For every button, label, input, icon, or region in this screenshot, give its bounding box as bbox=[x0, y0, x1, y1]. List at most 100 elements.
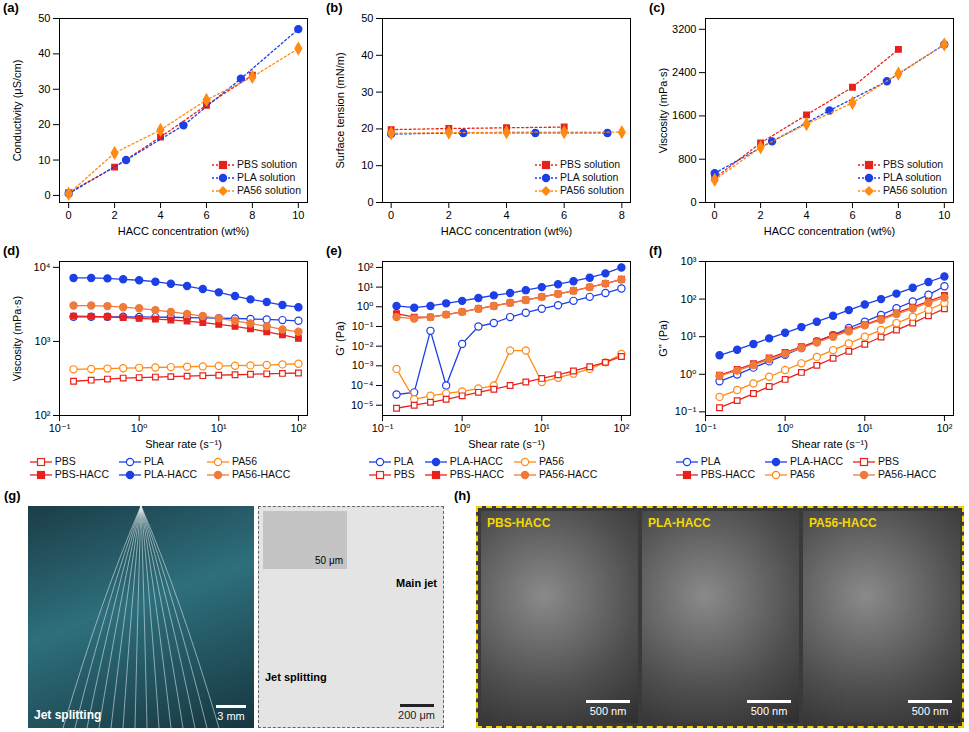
svg-text:6: 6 bbox=[561, 209, 567, 221]
svg-text:10: 10 bbox=[938, 209, 950, 221]
svg-text:2: 2 bbox=[446, 209, 452, 221]
svg-text:50: 50 bbox=[38, 12, 50, 24]
svg-text:10: 10 bbox=[292, 209, 304, 221]
svg-text:10⁰: 10⁰ bbox=[357, 300, 374, 312]
svg-text:10⁰: 10⁰ bbox=[777, 422, 794, 434]
svg-text:30: 30 bbox=[38, 83, 50, 95]
svg-text:10⁻²: 10⁻² bbox=[352, 340, 374, 352]
svg-text:10⁻¹: 10⁻¹ bbox=[49, 422, 71, 434]
html-text:PBS solution: PBS solution bbox=[237, 158, 298, 170]
svg-text:2: 2 bbox=[112, 209, 118, 221]
svg-text:50: 50 bbox=[361, 12, 373, 24]
svg-text:10¹: 10¹ bbox=[534, 422, 550, 434]
svg-text:HACC concentration (wt%): HACC concentration (wt%) bbox=[441, 225, 572, 237]
svg-text:0: 0 bbox=[388, 209, 394, 221]
html-text:PLA solution: PLA solution bbox=[237, 171, 296, 183]
svg-text:10⁻³: 10⁻³ bbox=[352, 359, 374, 371]
svg-text:10⁻⁴: 10⁻⁴ bbox=[351, 379, 374, 391]
html-text:PLA: PLA bbox=[144, 455, 164, 467]
svg-text:0: 0 bbox=[690, 196, 696, 208]
html-text:PBS-HACC: PBS-HACC bbox=[487, 516, 551, 530]
svg-text:Viscosity (mPa·s): Viscosity (mPa·s) bbox=[11, 296, 23, 381]
svg-text:10⁻¹: 10⁻¹ bbox=[695, 422, 717, 434]
svg-text:0: 0 bbox=[66, 209, 72, 221]
svg-text:10³: 10³ bbox=[35, 335, 51, 347]
svg-text:4: 4 bbox=[803, 209, 809, 221]
html-text:PA56: PA56 bbox=[232, 455, 257, 467]
html-text:PLA-HACC: PLA-HACC bbox=[144, 468, 198, 480]
svg-text:800: 800 bbox=[678, 153, 696, 165]
html-text:PLA-HACC: PLA-HACC bbox=[648, 516, 711, 530]
svg-text:30: 30 bbox=[361, 86, 373, 98]
html-text:(g): (g) bbox=[4, 488, 21, 503]
html-text:PA56 solution: PA56 solution bbox=[883, 184, 947, 196]
svg-text:10⁰: 10⁰ bbox=[680, 368, 697, 380]
svg-text:6: 6 bbox=[203, 209, 209, 221]
svg-text:Shear rate (s⁻¹): Shear rate (s⁻¹) bbox=[468, 438, 545, 450]
svg-text:0: 0 bbox=[44, 189, 50, 201]
html-text:(d): (d) bbox=[3, 243, 20, 258]
svg-text:10⁻⁵: 10⁻⁵ bbox=[351, 399, 374, 411]
html-text:PA56 solution: PA56 solution bbox=[560, 184, 624, 196]
svg-text:10²: 10² bbox=[290, 422, 306, 434]
svg-text:Viscosity (mPa·s): Viscosity (mPa·s) bbox=[657, 68, 669, 153]
svg-text:10⁰: 10⁰ bbox=[131, 422, 148, 434]
svg-text:10¹: 10¹ bbox=[857, 422, 873, 434]
svg-text:10²: 10² bbox=[35, 409, 51, 421]
html-text:PLA solution: PLA solution bbox=[560, 171, 619, 183]
svg-text:20: 20 bbox=[38, 118, 50, 130]
svg-text:8: 8 bbox=[895, 209, 901, 221]
html-text:(e): (e) bbox=[326, 243, 342, 258]
svg-text:10⁻¹: 10⁻¹ bbox=[352, 320, 374, 332]
html-text:Jet splitting: Jet splitting bbox=[34, 708, 102, 722]
html-text:PLA solution: PLA solution bbox=[883, 171, 942, 183]
html-text:PBS solution: PBS solution bbox=[560, 158, 621, 170]
svg-text:40: 40 bbox=[361, 49, 373, 61]
svg-text:HACC concentration (wt%): HACC concentration (wt%) bbox=[118, 225, 249, 237]
svg-text:10⁻¹: 10⁻¹ bbox=[675, 405, 697, 417]
svg-text:8: 8 bbox=[249, 209, 255, 221]
html-text:PA56 solution: PA56 solution bbox=[237, 184, 301, 196]
svg-text:4: 4 bbox=[503, 209, 509, 221]
svg-text:0: 0 bbox=[712, 209, 718, 221]
svg-text:2400: 2400 bbox=[672, 66, 696, 78]
svg-text:10: 10 bbox=[361, 159, 373, 171]
svg-text:8: 8 bbox=[619, 209, 625, 221]
svg-text:40: 40 bbox=[38, 47, 50, 59]
svg-text:0: 0 bbox=[367, 196, 373, 208]
html-text:(a): (a) bbox=[3, 0, 19, 15]
svg-text:2: 2 bbox=[758, 209, 764, 221]
svg-text:G' (Pa): G' (Pa) bbox=[334, 321, 346, 356]
svg-text:10⁴: 10⁴ bbox=[34, 261, 51, 273]
html-text:(b): (b) bbox=[326, 0, 343, 15]
svg-text:10²: 10² bbox=[613, 422, 629, 434]
html-text:PA56-HACC: PA56-HACC bbox=[809, 516, 877, 530]
svg-text:20: 20 bbox=[361, 122, 373, 134]
html-text:PBS: PBS bbox=[54, 455, 76, 467]
svg-text:10³: 10³ bbox=[681, 255, 697, 267]
svg-text:10²: 10² bbox=[936, 422, 952, 434]
svg-text:6: 6 bbox=[849, 209, 855, 221]
svg-text:10¹: 10¹ bbox=[211, 422, 227, 434]
svg-text:Conductivity (μS/cm): Conductivity (μS/cm) bbox=[11, 60, 23, 162]
svg-text:HACC concentration (wt%): HACC concentration (wt%) bbox=[764, 225, 895, 237]
html-text:(h): (h) bbox=[454, 488, 471, 503]
svg-text:10²: 10² bbox=[358, 261, 374, 273]
html-text:(c): (c) bbox=[649, 0, 665, 15]
html-text:PBS-HACC: PBS-HACC bbox=[54, 468, 109, 480]
html-text:PBS solution: PBS solution bbox=[883, 158, 944, 170]
svg-text:10¹: 10¹ bbox=[681, 330, 697, 342]
svg-text:10¹: 10¹ bbox=[358, 281, 374, 293]
svg-text:10⁻¹: 10⁻¹ bbox=[372, 422, 394, 434]
svg-text:1600: 1600 bbox=[672, 109, 696, 121]
svg-text:10⁰: 10⁰ bbox=[454, 422, 471, 434]
svg-text:Shear rate (s⁻¹): Shear rate (s⁻¹) bbox=[791, 438, 868, 450]
svg-text:G'' (Pa): G'' (Pa) bbox=[657, 320, 669, 357]
svg-text:Surface tension (mN/m): Surface tension (mN/m) bbox=[334, 52, 346, 168]
svg-text:10: 10 bbox=[38, 154, 50, 166]
svg-text:Shear rate (s⁻¹): Shear rate (s⁻¹) bbox=[145, 438, 222, 450]
svg-text:4: 4 bbox=[157, 209, 163, 221]
svg-text:3200: 3200 bbox=[672, 23, 696, 35]
html-text:(f): (f) bbox=[649, 243, 662, 258]
svg-text:10²: 10² bbox=[681, 293, 697, 305]
